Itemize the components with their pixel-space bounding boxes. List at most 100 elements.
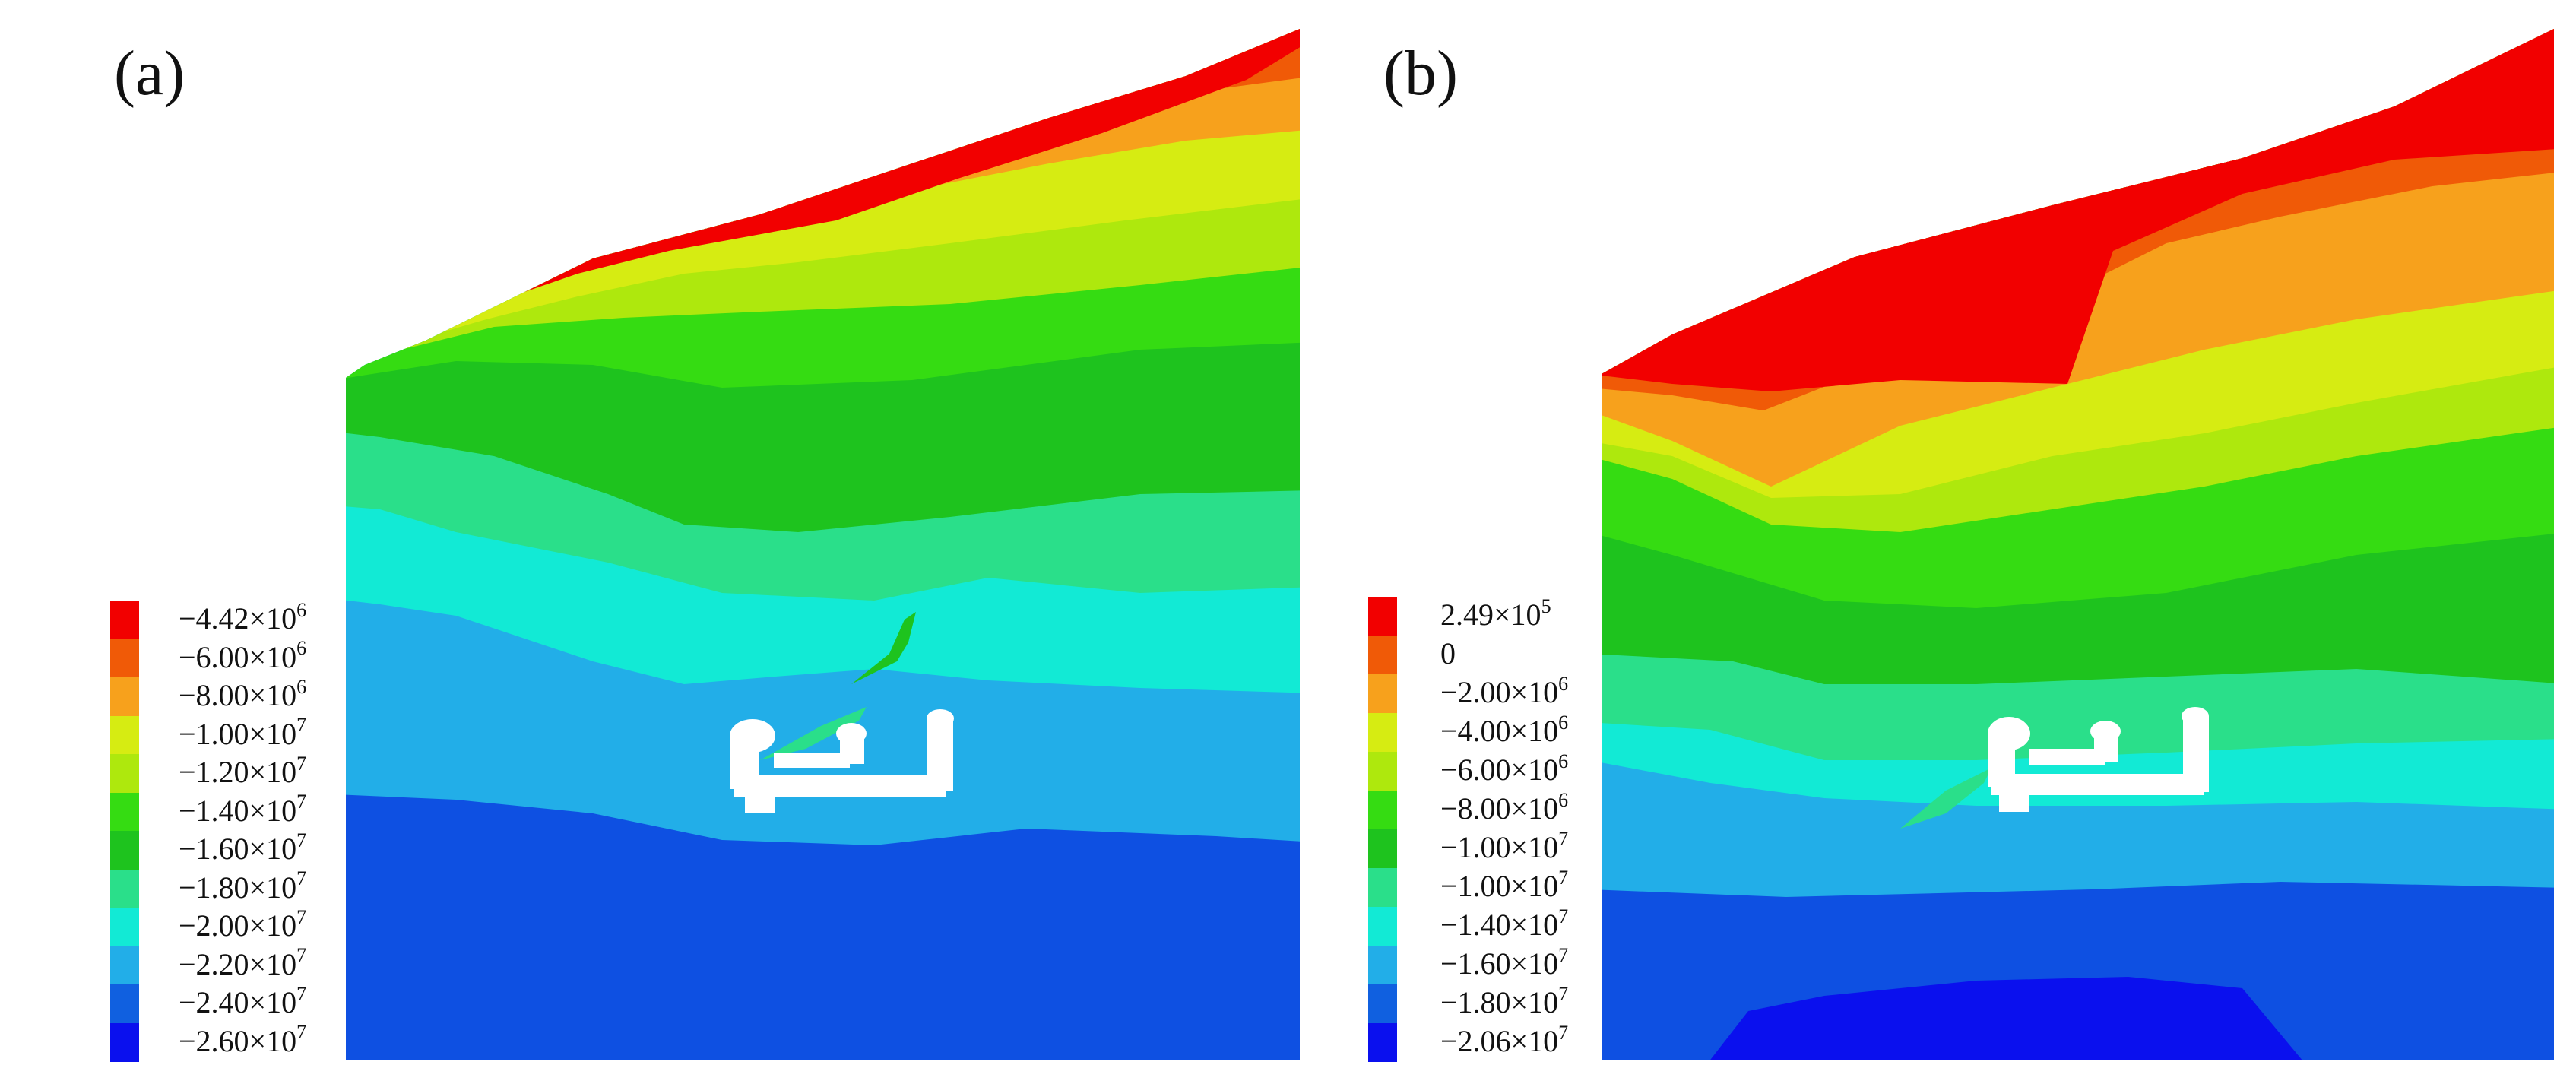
streak bbox=[851, 612, 916, 684]
legend-swatch bbox=[1368, 674, 1397, 713]
legend-label-mantissa: −2.20×10 bbox=[179, 946, 297, 981]
legend-label-mantissa: −4.42×10 bbox=[179, 601, 297, 636]
legend-swatch bbox=[110, 754, 139, 793]
legend-label-exponent: 7 bbox=[296, 791, 307, 813]
legend-label: −6.00×106 bbox=[1440, 751, 1568, 787]
legend-swatch bbox=[1368, 597, 1397, 636]
legend-label: 0 bbox=[1440, 639, 1456, 669]
panel-a-label: (a) bbox=[114, 38, 185, 109]
legend-label-mantissa: −1.60×10 bbox=[1440, 946, 1559, 981]
legend-label-mantissa: −1.00×10 bbox=[1440, 869, 1559, 903]
legend-label-exponent: 7 bbox=[1558, 982, 1569, 1005]
legend-label-exponent: 6 bbox=[296, 675, 307, 698]
legend-label: −6.00×106 bbox=[179, 639, 306, 674]
legend-swatch bbox=[1368, 946, 1397, 984]
legend-label: −2.60×107 bbox=[179, 1022, 306, 1058]
legend-label-mantissa: −4.00×10 bbox=[1440, 714, 1559, 748]
legend-label-mantissa: −2.06×10 bbox=[1440, 1024, 1559, 1058]
legend-label-mantissa: −8.00×10 bbox=[1440, 791, 1559, 826]
legend-swatch bbox=[110, 792, 139, 832]
legend-label-mantissa: −1.80×10 bbox=[1440, 985, 1559, 1019]
legend-swatch bbox=[1368, 829, 1397, 868]
legend-swatch bbox=[1368, 713, 1397, 752]
legend-swatch bbox=[1368, 752, 1397, 791]
legend-label-exponent: 6 bbox=[1558, 750, 1569, 772]
legend-label-mantissa: −1.00×10 bbox=[1440, 830, 1559, 864]
legend-label: −2.20×107 bbox=[179, 946, 306, 981]
legend-label: −2.06×107 bbox=[1440, 1022, 1568, 1058]
legend-label-exponent: 6 bbox=[1558, 788, 1569, 811]
legend-label-exponent: 7 bbox=[296, 944, 307, 967]
legend-label-mantissa: −2.40×10 bbox=[179, 985, 297, 1019]
legend-label: −1.40×107 bbox=[1440, 906, 1568, 942]
legend-label-exponent: 7 bbox=[1558, 905, 1569, 927]
legend-swatch bbox=[1368, 907, 1397, 946]
legend-swatch bbox=[1368, 1023, 1397, 1062]
legend-swatch bbox=[110, 946, 139, 985]
legend-swatch bbox=[110, 984, 139, 1023]
legend-label-exponent: 5 bbox=[1541, 594, 1551, 617]
legend-label-exponent: 6 bbox=[1558, 672, 1569, 695]
legend-label-mantissa: −2.00×10 bbox=[1440, 675, 1559, 709]
legend-swatch bbox=[110, 639, 139, 678]
legend-label-mantissa: 0 bbox=[1440, 636, 1456, 670]
legend-label: −1.00×107 bbox=[1440, 867, 1568, 903]
legend-label-mantissa: −2.00×10 bbox=[179, 908, 297, 943]
legend-label: −1.40×107 bbox=[179, 792, 306, 828]
legend-label-exponent: 6 bbox=[296, 637, 307, 660]
legend-label-exponent: 7 bbox=[296, 714, 307, 737]
legend-label-mantissa: −6.00×10 bbox=[1440, 753, 1559, 787]
panel-b-label: (b) bbox=[1383, 38, 1458, 109]
legend-label-mantissa: −2.60×10 bbox=[179, 1023, 297, 1058]
legend-label: −2.00×107 bbox=[179, 907, 306, 943]
legend-label-exponent: 7 bbox=[296, 982, 307, 1005]
cavern-a bbox=[730, 709, 954, 813]
legend-label: −2.40×107 bbox=[179, 984, 306, 1019]
legend-label-mantissa: −1.00×10 bbox=[179, 716, 297, 751]
legend-swatch bbox=[110, 1022, 139, 1062]
panel-a-contour bbox=[346, 29, 1300, 1060]
legend-label-mantissa: −6.00×10 bbox=[179, 639, 297, 674]
legend-label: −4.42×106 bbox=[179, 600, 306, 636]
legend-label-exponent: 7 bbox=[296, 752, 307, 775]
legend-swatch bbox=[110, 677, 139, 716]
legend-label-exponent: 7 bbox=[296, 905, 307, 928]
legend-label-exponent: 7 bbox=[1558, 1021, 1569, 1044]
legend-label-mantissa: −1.80×10 bbox=[179, 870, 297, 905]
legend-label: −2.00×106 bbox=[1440, 674, 1568, 709]
legend-label: −8.00×106 bbox=[1440, 790, 1568, 826]
legend-swatch bbox=[110, 908, 139, 946]
legend-label: −1.20×107 bbox=[179, 753, 306, 788]
panel-b-contour bbox=[1602, 29, 2554, 1060]
streak bbox=[1900, 768, 1991, 829]
legend-label: −1.00×107 bbox=[1440, 829, 1568, 864]
legend-label-exponent: 7 bbox=[296, 829, 307, 851]
legend-swatch bbox=[1368, 984, 1397, 1023]
legend-swatch bbox=[1368, 868, 1397, 907]
legend-label-exponent: 7 bbox=[1558, 866, 1569, 889]
legend-swatch bbox=[110, 831, 139, 870]
legend-label-mantissa: −1.60×10 bbox=[179, 832, 297, 866]
legend-label: −1.00×107 bbox=[179, 715, 306, 751]
legend-label: −1.80×107 bbox=[179, 869, 306, 905]
legend-label-exponent: 7 bbox=[296, 867, 307, 890]
legend-label-exponent: 6 bbox=[1558, 711, 1569, 734]
legend-label-mantissa: 2.49×10 bbox=[1440, 597, 1541, 632]
legend-swatch bbox=[110, 601, 139, 639]
legend-label-mantissa: −8.00×10 bbox=[179, 678, 297, 712]
legend-swatch bbox=[1368, 636, 1397, 674]
legend-swatch bbox=[1368, 791, 1397, 829]
legend-label-mantissa: −1.40×10 bbox=[179, 793, 297, 828]
legend-label-exponent: 7 bbox=[1558, 943, 1569, 966]
legend-label-mantissa: −1.40×10 bbox=[1440, 908, 1559, 942]
legend-label-exponent: 7 bbox=[296, 1021, 307, 1044]
cavern-b bbox=[1988, 707, 2209, 812]
legend-label: −4.00×106 bbox=[1440, 712, 1568, 748]
legend-swatch bbox=[110, 715, 139, 755]
streak bbox=[760, 707, 867, 760]
legend-swatch bbox=[110, 869, 139, 908]
legend-label-exponent: 7 bbox=[1558, 827, 1569, 850]
legend-label: 2.49×105 bbox=[1440, 596, 1551, 632]
legend-label: −1.60×107 bbox=[179, 830, 306, 866]
legend-label-exponent: 6 bbox=[296, 598, 307, 621]
